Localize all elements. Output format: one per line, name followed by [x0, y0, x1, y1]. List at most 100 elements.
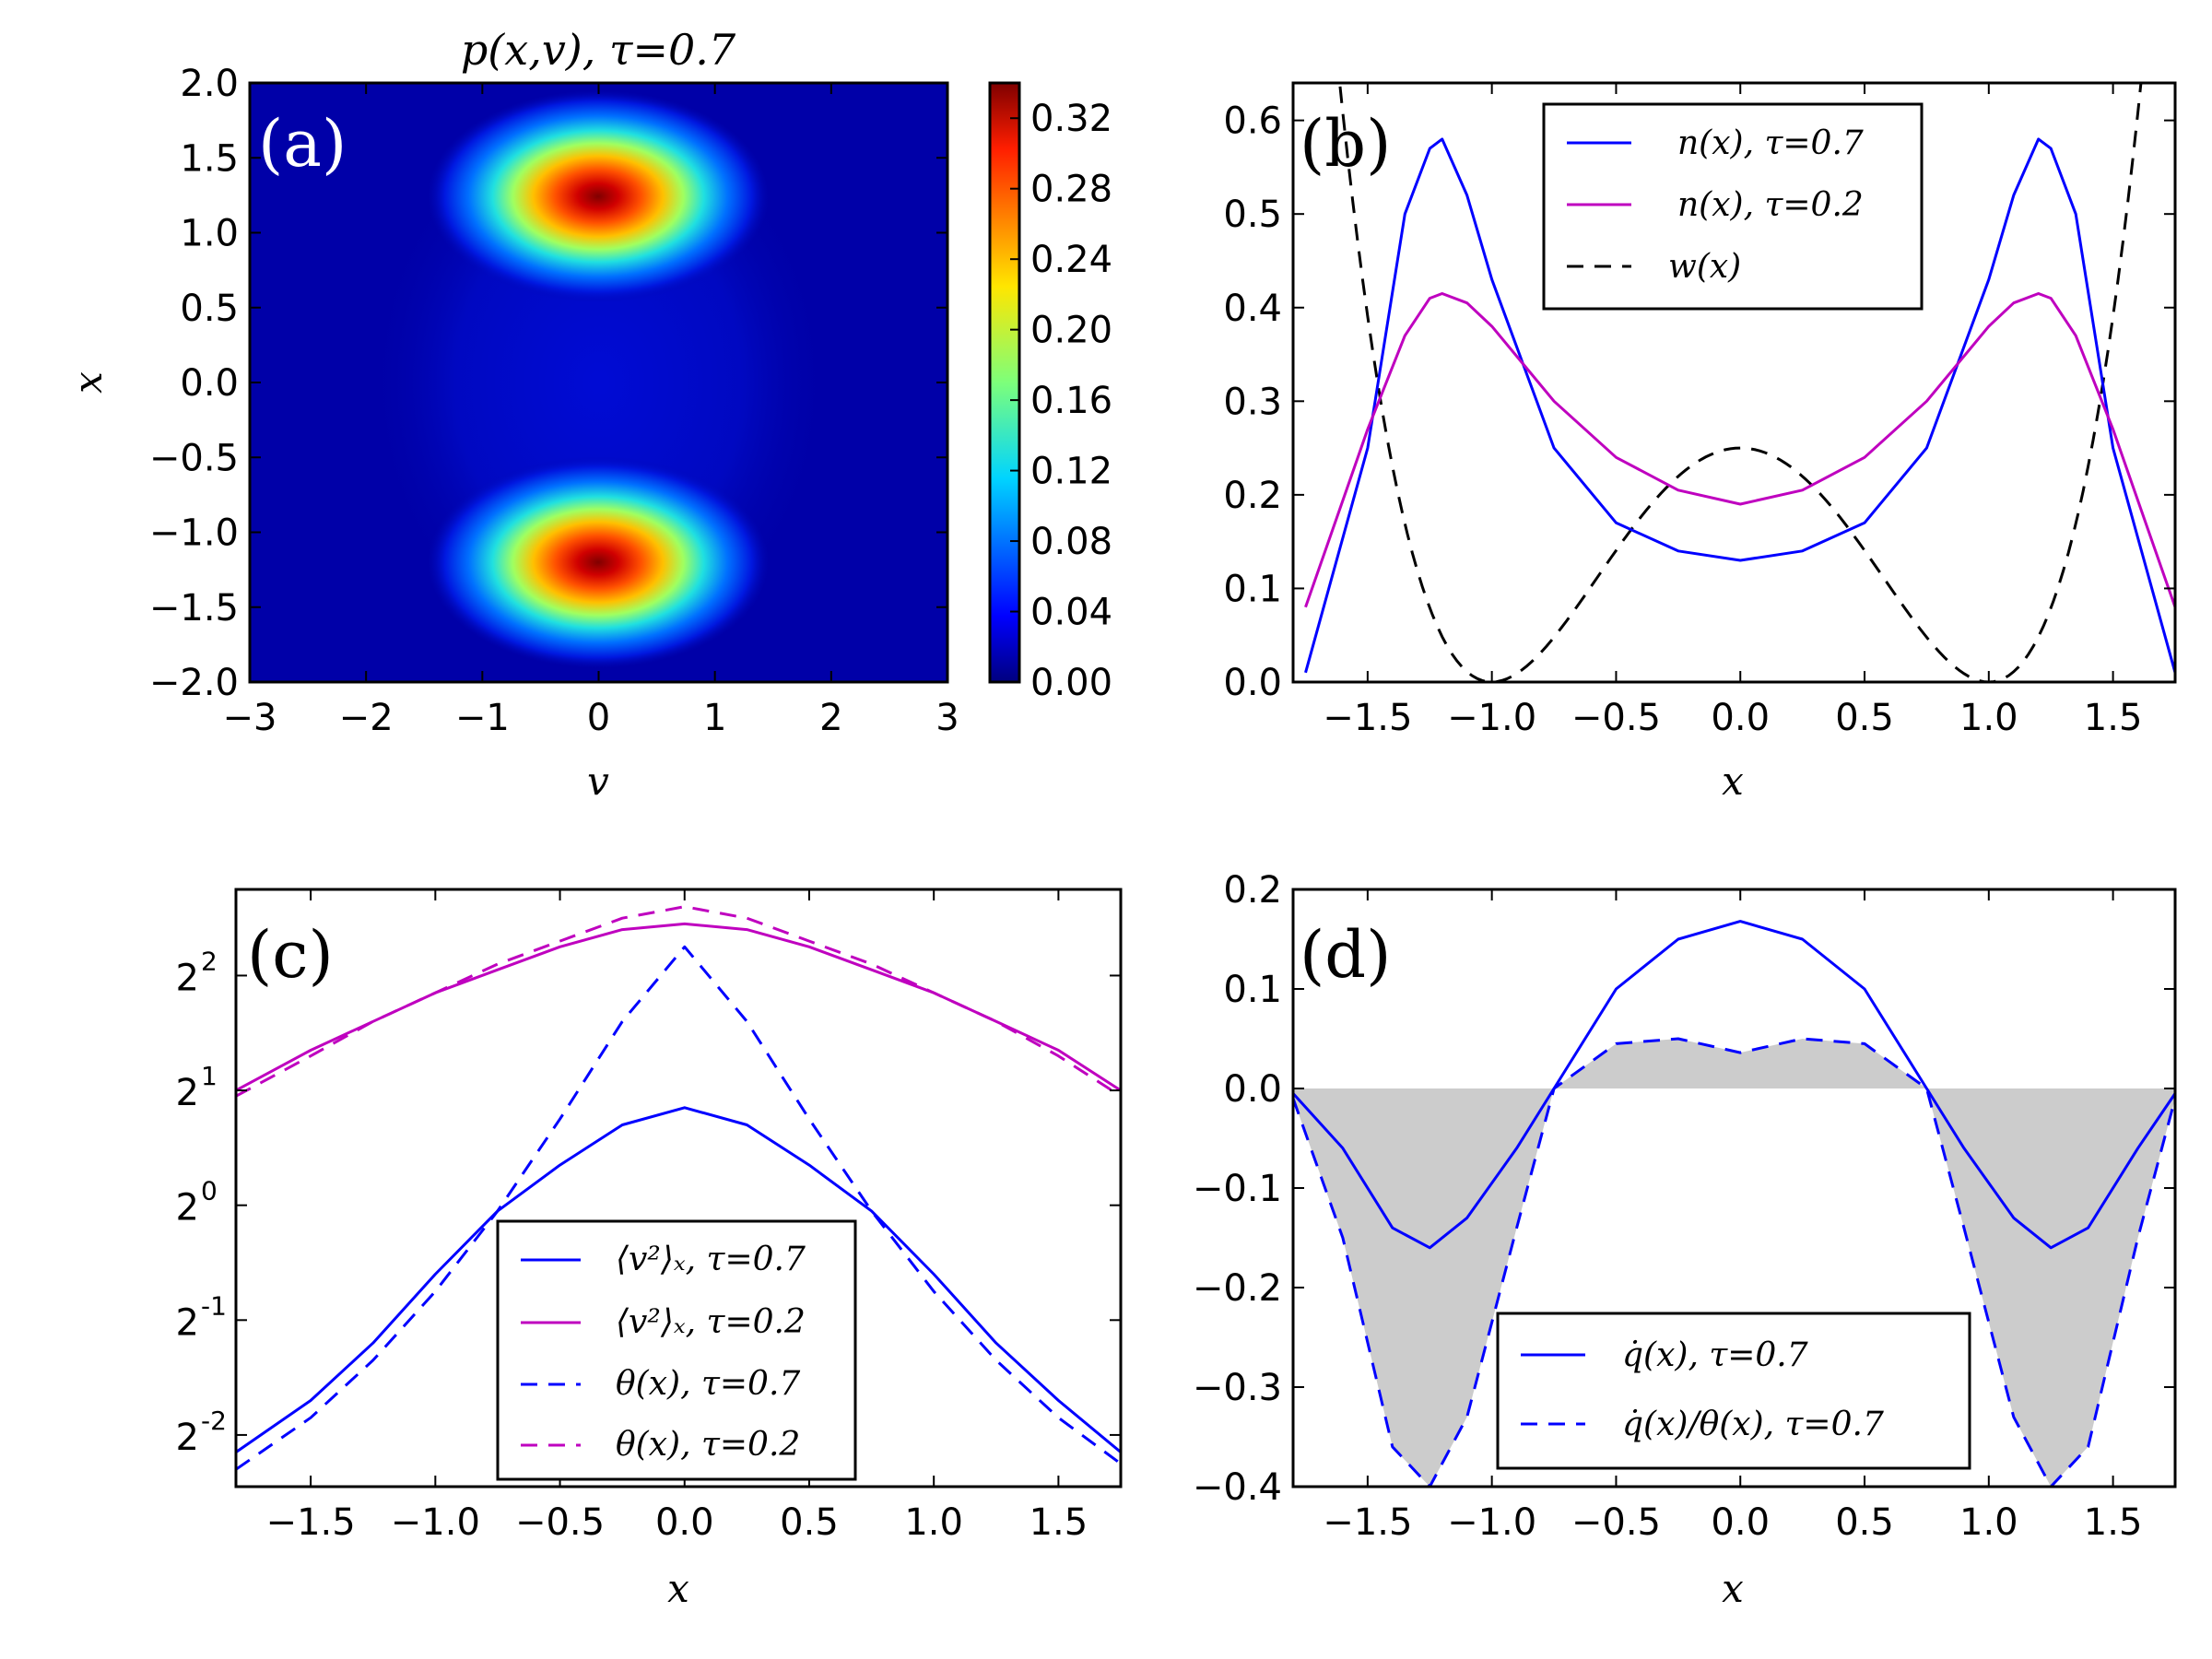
- d-ytick-label: 0.2: [1223, 869, 1282, 912]
- c-ytick-label: 2: [176, 1301, 199, 1344]
- legend-c-entry-2: ⟨v²⟩ₓ, τ=0.2: [616, 1303, 806, 1341]
- plot-area-c: [236, 905, 1121, 1471]
- d-xtick-label: −0.5: [1571, 1501, 1661, 1544]
- plot-area-d: [1293, 920, 2175, 1487]
- d-xtick-label: −1.0: [1447, 1501, 1536, 1544]
- c-xtick-label: −1.0: [391, 1501, 480, 1544]
- colorbar-tick-label: 0.16: [1030, 380, 1112, 422]
- b-xtick-label: 0.5: [1835, 697, 1894, 739]
- panel-label-b: (b): [1300, 106, 1391, 182]
- d-ytick-label: 0.1: [1223, 969, 1282, 1011]
- d-ytick-label: −0.2: [1193, 1267, 1282, 1310]
- a-ytick-label: 0.0: [180, 362, 239, 405]
- d-xtick-label: 1.5: [2084, 1501, 2143, 1544]
- colorbar-tick-label: 0.20: [1030, 310, 1112, 352]
- d-xtick-label: 1.0: [1959, 1501, 2018, 1544]
- d-ytick-label: −0.1: [1193, 1168, 1282, 1210]
- series-c-2: [236, 945, 1121, 1471]
- a-xtick-label: −1: [455, 697, 510, 739]
- d-xtick-label: −1.5: [1323, 1501, 1412, 1544]
- colorbar-tick-label: 0.24: [1030, 239, 1112, 281]
- colorbar-tick-label: 0.00: [1030, 662, 1112, 704]
- a-xtick-label: 0: [587, 697, 610, 739]
- c-ytick-exponent: 1: [201, 1061, 218, 1091]
- series-d-0: [1293, 920, 2175, 1250]
- plot-area-b: [1304, 83, 2175, 682]
- ylabel-a: x: [65, 371, 111, 394]
- d-xtick-label: 0.5: [1835, 1501, 1894, 1544]
- ticks-d: −1.5 −1.0 −0.5 0.0 0.5 1.0 1.5 −0.4 −0.3 −0.2 −0.1…: [1193, 869, 2175, 1544]
- series-b-1: [1304, 292, 2175, 608]
- a-ytick-label: 2.0: [180, 63, 239, 105]
- panel-label-a: (a): [258, 106, 347, 182]
- panel-a: −3 −2 −1 0 1 2 3 −2.0 −1.5 −1.0 −0.5 0.0 0.5 1.0 1.5 2.…: [65, 25, 1112, 804]
- c-xtick-label: 0.5: [780, 1501, 839, 1544]
- legend-c-entry-3: θ(x), τ=0.7: [616, 1365, 800, 1403]
- a-ytick-label: 1.5: [180, 137, 239, 180]
- xlabel-d: x: [1722, 1566, 1744, 1611]
- heatmap-peak-upper: [428, 90, 769, 302]
- a-xtick-label: 2: [819, 697, 842, 739]
- xlabel-a: v: [587, 759, 609, 804]
- b-xtick-label: 1.5: [2084, 697, 2143, 739]
- c-xtick-label: −0.5: [515, 1501, 605, 1544]
- legend-c: ⟨v²⟩ₓ, τ=0.7 ⟨v²⟩ₓ, τ=0.2 θ(x), τ=0.7 θ(…: [496, 1219, 857, 1481]
- c-ytick-label: 2: [176, 1417, 199, 1459]
- axes-frame-c: [234, 888, 1123, 1488]
- c-ytick-exponent: 2: [201, 946, 218, 976]
- title-a: p(x,v), τ=0.7: [461, 25, 736, 75]
- series-d-1: [1293, 1037, 2175, 1487]
- legend-d-entry-2: q̇(x)/θ(x), τ=0.7: [1622, 1406, 1884, 1443]
- xlabel-b: x: [1722, 759, 1744, 804]
- series-c-3: [236, 905, 1121, 1098]
- xlabel-c: x: [667, 1566, 689, 1611]
- legend-d-entry-1: q̇(x), τ=0.7: [1622, 1336, 1808, 1374]
- a-ytick-label: −0.5: [149, 437, 239, 479]
- b-xtick-label: 0.0: [1711, 697, 1770, 739]
- panel-label-d: (d): [1300, 917, 1391, 993]
- b-xtick-label: −1.0: [1447, 697, 1536, 739]
- series-b-0: [1304, 137, 2175, 674]
- ticks-a: −3 −2 −1 0 1 2 3 −2.0 −1.5 −1.0 −0.5 0.0 0.5 1.0 1.5 2.…: [149, 63, 959, 739]
- d-xtick-label: 0.0: [1711, 1501, 1770, 1544]
- panel-b: −1.5 −1.0 −0.5 0.0 0.5 1.0 1.5 0.0 0.1 0.2 0.3 0.4 0…: [1223, 81, 2177, 804]
- c-ytick-exponent: 0: [201, 1176, 218, 1206]
- d-ytick-label: −0.4: [1193, 1466, 1282, 1509]
- a-xtick-label: −3: [223, 697, 277, 739]
- legend-b-entry-3: w(x): [1668, 248, 1741, 286]
- colorbar-tick-label: 0.28: [1030, 169, 1112, 211]
- b-ytick-label: 0.2: [1223, 475, 1282, 517]
- b-ytick-label: 0.0: [1223, 662, 1282, 704]
- legend-d: q̇(x), τ=0.7 q̇(x)/θ(x), τ=0.7: [1496, 1312, 1971, 1470]
- a-xtick-label: 1: [703, 697, 726, 739]
- a-ytick-label: −1.0: [149, 512, 239, 555]
- c-xtick-label: −1.5: [266, 1501, 356, 1544]
- panel-d: −1.5 −1.0 −0.5 0.0 0.5 1.0 1.5 −0.4 −0.3 −0.2 −0.1…: [1193, 869, 2177, 1611]
- b-xtick-label: −0.5: [1571, 697, 1661, 739]
- panel-label-c: (c): [247, 917, 334, 993]
- a-ytick-label: 0.5: [180, 288, 239, 330]
- series-w: [1338, 83, 2143, 682]
- axes-frame-b: [1291, 81, 2177, 684]
- colorbar-tick-label: 0.08: [1030, 521, 1112, 563]
- colorbar-tick-label: 0.04: [1030, 592, 1112, 634]
- panel-c: −1.5 −1.0 −0.5 0.0 0.5 1.0 1.52 -22 -12 02 12 2 (c)…: [176, 888, 1123, 1611]
- a-ytick-label: 1.0: [180, 213, 239, 255]
- colorbar: [988, 81, 1021, 684]
- c-ytick-label: 2: [176, 1187, 199, 1230]
- ticks-b: −1.5 −1.0 −0.5 0.0 0.5 1.0 1.5 0.0 0.1 0.2 0.3 0.4 0…: [1223, 83, 2175, 739]
- legend-c-entry-1: ⟨v²⟩ₓ, τ=0.7: [616, 1241, 806, 1278]
- series-c-0: [236, 1106, 1121, 1453]
- a-xtick-label: 3: [935, 697, 959, 739]
- a-xtick-label: −2: [339, 697, 394, 739]
- b-ytick-label: 0.5: [1223, 194, 1282, 236]
- b-xtick-label: 1.0: [1959, 697, 2018, 739]
- colorbar-tick-label: 0.32: [1030, 98, 1112, 140]
- d-ytick-label: 0.0: [1223, 1068, 1282, 1111]
- series-c-1: [236, 922, 1121, 1092]
- c-xtick-label: 1.5: [1030, 1501, 1088, 1544]
- c-ytick-label: 2: [176, 957, 199, 999]
- c-ytick-label: 2: [176, 1072, 199, 1114]
- d-ytick-label: −0.3: [1193, 1367, 1282, 1409]
